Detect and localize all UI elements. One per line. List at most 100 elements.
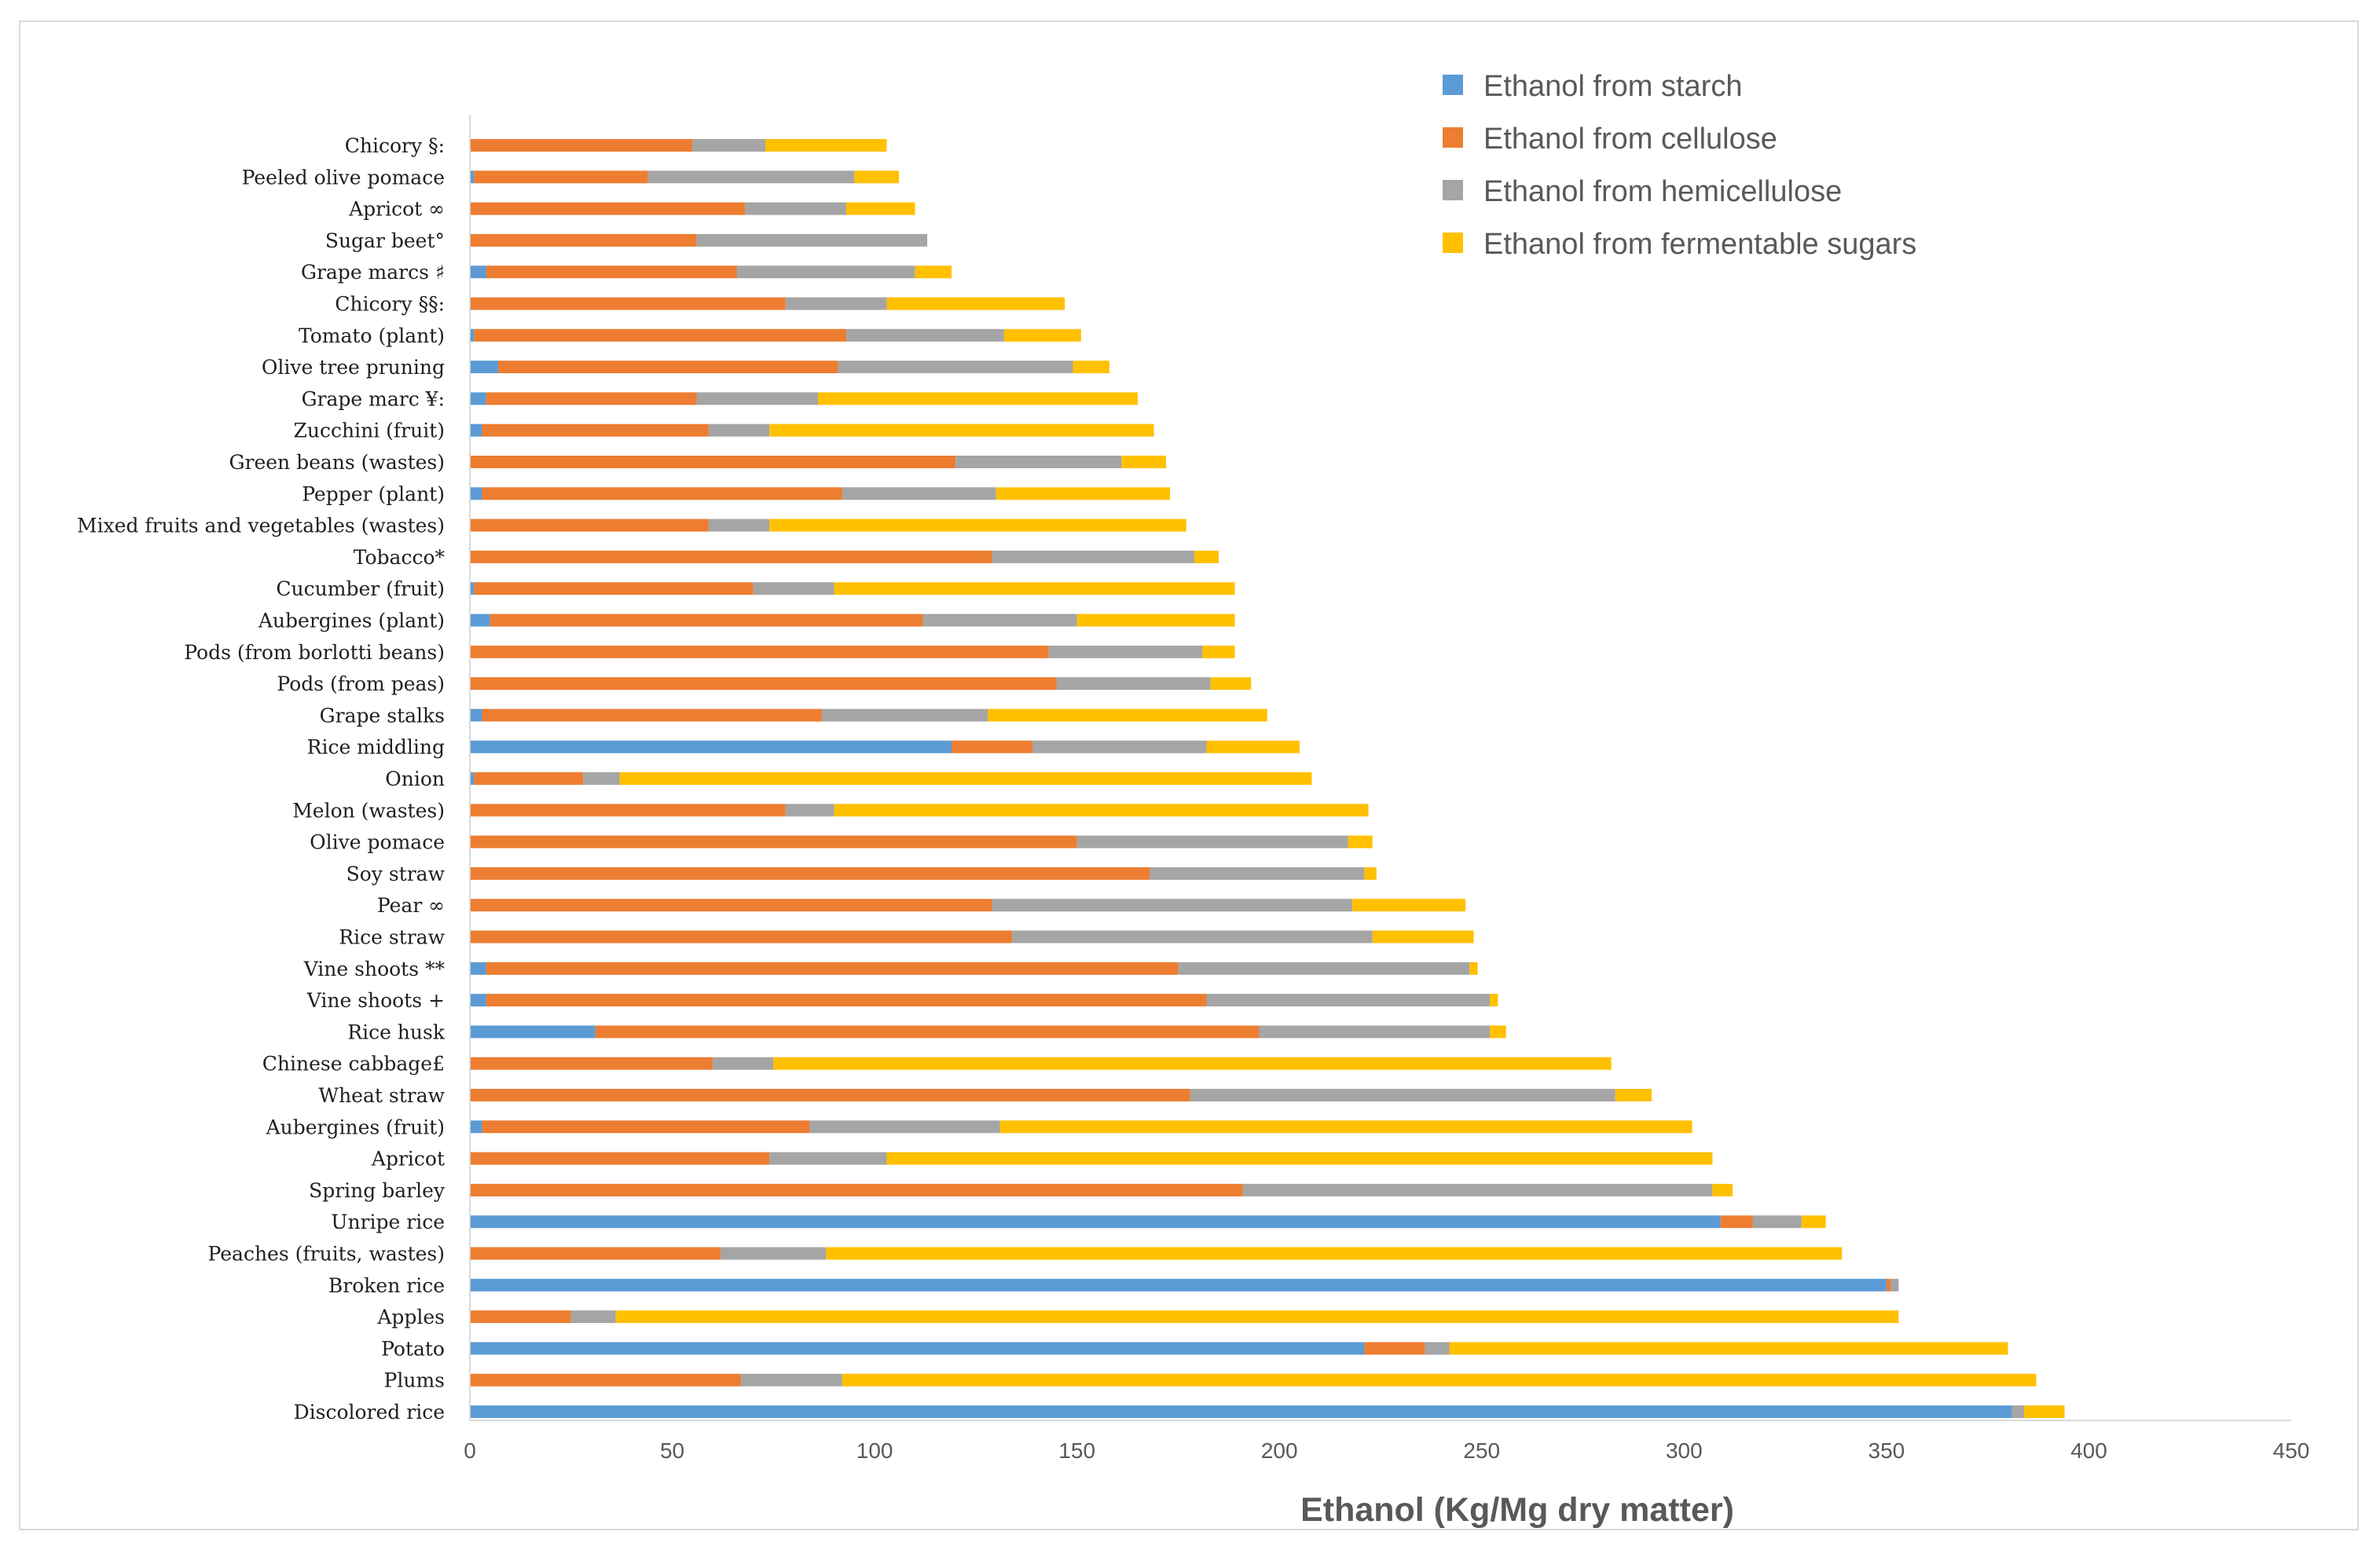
bar-segment-series-3 [765,139,887,152]
bar-segment-series-3 [1469,962,1478,975]
bar-segment-series-1 [470,645,1049,658]
bar-segment-series-3 [915,266,952,279]
bar-segment-series-1 [474,170,648,184]
bar-segment-series-2 [1032,740,1207,753]
category-label: Plums [384,1369,445,1392]
bar-segment-series-0 [470,423,482,437]
bar-segment-series-3 [1615,1089,1652,1101]
bar-segment-series-3 [1073,361,1109,374]
bar-segment-series-0 [470,772,475,785]
bar-segment-series-2 [955,456,1122,468]
x-tick-labels: 0 50 100 150 200 250 300 350 400 450 [464,1438,2309,1463]
category-label: Grape marcs ♯ [301,261,445,284]
bar-segment-series-1 [486,994,1207,1007]
bar-segment-series-2 [838,361,1073,374]
bar-segment-series-1 [474,328,847,342]
category-label: Rice husk [347,1021,446,1043]
bar-segment-series-1 [470,1373,742,1387]
bar-segment-series-1 [470,899,992,912]
x-tick-label: 350 [1868,1438,1905,1463]
bar-segment-series-0 [470,487,482,500]
bar-segment-series-3 [1351,899,1466,912]
bar-segment-series-1 [482,709,823,722]
bar-segment-series-0 [470,994,486,1007]
bar-segment-series-0 [470,328,475,342]
bar-segment-series-0 [470,1342,1365,1355]
bar-segment-series-2 [647,170,855,184]
bar-segment-series-3 [826,1247,1843,1260]
bar-segment-series-2 [785,804,834,817]
category-label: Broken rice [328,1274,445,1297]
category-label: Unripe rice [331,1211,445,1233]
bar-segment-series-2 [692,139,766,152]
bar-segment-series-2 [741,1373,842,1387]
category-label: Melon (wastes) [292,799,445,822]
bar-segment-series-2 [745,202,847,215]
bar-segment-series-3 [1210,677,1252,691]
bar-segment-series-2 [1242,1183,1713,1196]
bar-segment-series-0 [470,614,490,627]
legend-swatch [1443,233,1463,253]
bar-segment-series-2 [842,487,996,500]
bar-segment-series-2 [846,328,1004,342]
bar-segment-series-2 [721,1247,827,1260]
bar-segment-series-2 [708,518,770,532]
bar-segment-series-3 [769,518,1186,532]
category-label: Pods (from borlotti beans) [184,641,445,664]
bar-segment-series-0 [470,392,486,405]
bar-segment-series-1 [470,1183,1243,1196]
x-tick-label: 300 [1666,1438,1703,1463]
bar-segment-series-2 [1425,1342,1450,1355]
bar-segment-series-3 [1364,867,1377,880]
bar-segment-series-2 [822,709,988,722]
bar-segment-series-1 [470,867,1150,880]
legend: Ethanol from starch Ethanol from cellulos… [1443,70,1916,261]
category-label: Aubergines (plant) [258,610,445,632]
bar-segment-series-3 [1076,614,1235,627]
legend-label: Ethanol from cellulose [1483,123,1777,156]
bar-segment-series-2 [1056,677,1211,691]
bar-segment-series-0 [470,709,482,722]
bar-segment-series-2 [2011,1405,2025,1418]
bar-segment-series-1 [482,1120,810,1134]
bar-segment-series-3 [1801,1215,1826,1229]
bar-segment-series-0 [470,1215,1721,1229]
bar-segment-series-3 [886,1152,1713,1165]
bar-segment-series-3 [988,709,1267,722]
bar-segment-series-2 [713,1057,774,1070]
bar-segment-series-1 [486,962,1179,975]
bar-segment-series-2 [1150,867,1365,880]
bar-segment-series-3 [1202,645,1235,658]
category-label: Chinese cabbage£ [262,1053,445,1075]
bar-segment-series-1 [951,740,1033,753]
bar-segment-series-1 [470,233,697,247]
legend-swatch [1443,75,1463,95]
bar-segment-series-3 [1490,1025,1506,1039]
bar-segment-series-1 [474,772,584,785]
bar-segment-series-2 [583,772,620,785]
category-label: Onion [385,768,445,790]
x-tick-label: 400 [2070,1438,2107,1463]
category-label: Tobacco* [354,546,446,569]
bar-segment-series-3 [773,1057,1612,1070]
category-label: Wheat straw [318,1084,445,1107]
bar-segment-series-0 [470,266,486,279]
category-label: Potato [381,1337,445,1360]
bar-segment-series-2 [708,423,770,437]
category-label: Sugar beet° [325,229,445,252]
category-label: Green beans (wastes) [229,451,445,474]
bar-segment-series-1 [482,423,709,437]
bar-segment-series-2 [1178,962,1470,975]
bar-segment-series-0 [470,1025,596,1039]
category-label: Olive pomace [310,831,445,854]
bar-segment-series-3 [854,170,900,184]
bar-segment-series-0 [470,170,475,184]
category-label: Grape marc ¥: [302,387,445,410]
bar-segment-series-3 [999,1120,1692,1134]
category-label: Mixed fruits and vegetables (wastes) [77,515,445,537]
bar-segment-series-2 [769,1152,887,1165]
bar-segment-series-3 [834,582,1235,595]
category-label: Pods (from peas) [277,672,445,695]
category-label: Aubergines (fruit) [266,1116,445,1138]
category-labels: Chicory §: Peeled olive pomace Apricot ∞ Su… [77,134,446,1424]
